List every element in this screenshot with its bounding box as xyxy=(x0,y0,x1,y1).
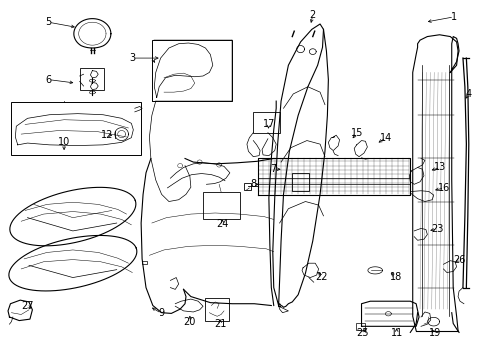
Text: 19: 19 xyxy=(427,328,440,338)
Bar xyxy=(11,102,141,155)
Bar xyxy=(142,261,147,264)
Text: 10: 10 xyxy=(58,138,70,147)
Bar xyxy=(203,192,239,219)
Text: 11: 11 xyxy=(390,328,402,338)
Text: 8: 8 xyxy=(250,179,256,189)
Text: 14: 14 xyxy=(379,133,391,143)
Text: 2: 2 xyxy=(309,10,315,20)
Text: 3: 3 xyxy=(129,53,135,63)
Text: 27: 27 xyxy=(21,301,34,311)
Bar xyxy=(253,112,280,133)
Text: 17: 17 xyxy=(262,120,275,129)
Bar xyxy=(292,173,309,192)
Text: 7: 7 xyxy=(270,164,276,174)
Bar xyxy=(80,68,104,90)
Bar xyxy=(243,183,250,190)
Text: 12: 12 xyxy=(101,130,113,140)
Text: 4: 4 xyxy=(465,89,471,99)
Text: 13: 13 xyxy=(433,162,446,172)
Text: 16: 16 xyxy=(437,183,449,193)
Text: 23: 23 xyxy=(430,224,443,234)
Bar xyxy=(205,298,228,320)
FancyBboxPatch shape xyxy=(152,40,232,101)
Text: 5: 5 xyxy=(45,17,52,27)
Text: 22: 22 xyxy=(315,272,327,282)
Text: 18: 18 xyxy=(389,272,401,282)
Text: 15: 15 xyxy=(350,129,362,138)
Text: 1: 1 xyxy=(450,12,456,22)
Text: 24: 24 xyxy=(216,219,228,229)
Text: 21: 21 xyxy=(213,319,226,329)
Text: 25: 25 xyxy=(356,328,368,338)
Text: 20: 20 xyxy=(183,317,196,327)
Text: 9: 9 xyxy=(158,309,164,318)
Text: 6: 6 xyxy=(45,75,51,85)
Bar xyxy=(355,323,365,330)
Text: 26: 26 xyxy=(452,255,464,265)
